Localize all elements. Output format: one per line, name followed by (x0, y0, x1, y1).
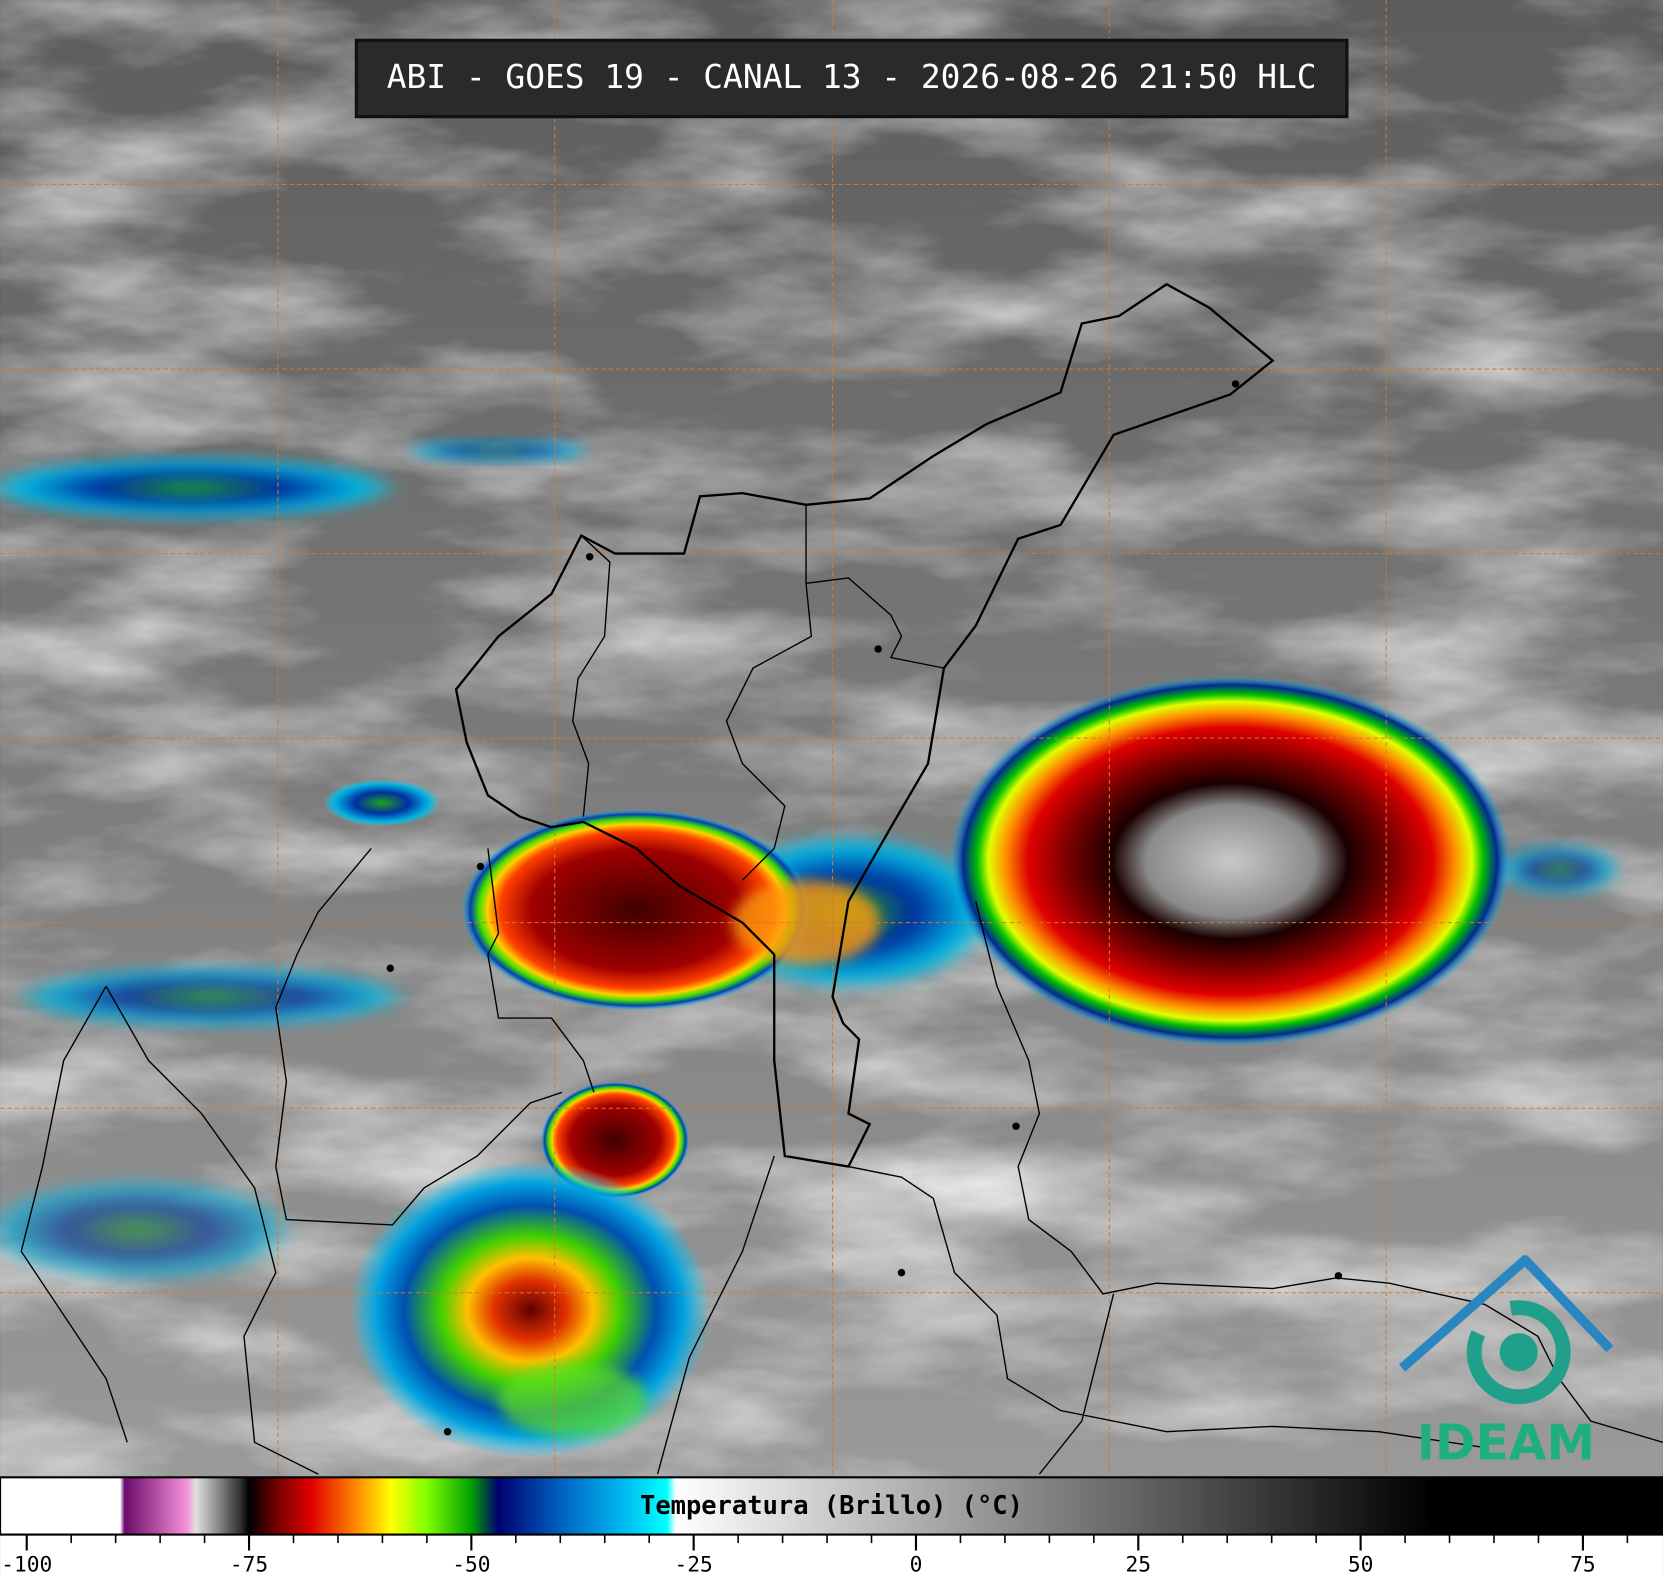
borders (20, 282, 1663, 1475)
tick-label: -50 (452, 1552, 490, 1577)
title: ABI - GOES 19 - CANAL 13 - 2026-08-26 21… (387, 57, 1317, 96)
tick-label: 0 (910, 1552, 923, 1577)
tick-label: -100 (1, 1552, 52, 1577)
colorbar: Temperatura (Brillo) (°C) -100 -75 -50 -25 0… (0, 1476, 1663, 1577)
logo-text: IDEAM (1417, 1415, 1595, 1472)
cities (386, 380, 1343, 1436)
tick-label: 50 (1348, 1552, 1374, 1577)
tick-label: -25 (675, 1552, 713, 1577)
logo: IDEAM (1398, 1255, 1614, 1472)
colorbar-label: Temperatura (Brillo) (°C) (640, 1491, 1023, 1521)
grid (0, 0, 1663, 1478)
title-box: ABI - GOES 19 - CANAL 13 - 2026-08-26 21… (354, 38, 1349, 119)
tick-label: -75 (230, 1552, 268, 1577)
tick-label: 25 (1126, 1552, 1152, 1577)
tick-label: 75 (1570, 1552, 1596, 1577)
